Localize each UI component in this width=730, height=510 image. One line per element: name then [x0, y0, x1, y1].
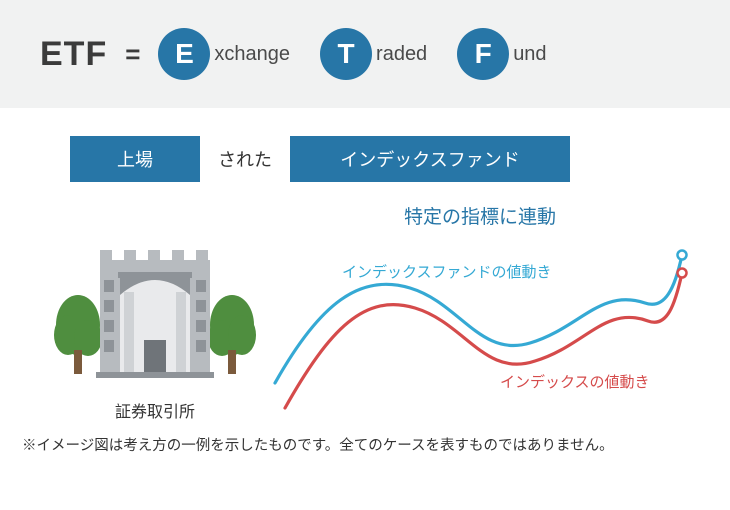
building-icon — [96, 250, 214, 378]
chart-column: 特定の指標に連動 インデックスファンドの値動き インデックスの値動き — [270, 202, 690, 422]
chart-wrap: インデックスファンドの値動き インデックスの値動き — [270, 233, 690, 413]
letter-circle-e: E — [158, 28, 210, 80]
suffix-exchange: xchange — [214, 43, 290, 66]
tree-right-icon — [208, 295, 256, 374]
acronym-exchange: E xchange — [158, 28, 290, 80]
exchange-label: 証券取引所 — [40, 398, 270, 422]
chart-title: 特定の指標に連動 — [270, 202, 690, 229]
index-line-label: インデックスの値動き — [500, 371, 650, 392]
exchange-column: 証券取引所 — [40, 202, 270, 422]
pill-listed: 上場 — [70, 136, 200, 182]
suffix-fund: und — [513, 43, 546, 66]
pill-index-fund: インデックスファンド — [290, 136, 570, 182]
stock-exchange-icon — [50, 220, 260, 390]
letter-circle-t: T — [320, 28, 372, 80]
fund-line-label: インデックスファンドの値動き — [342, 261, 552, 282]
band-between: された — [200, 146, 290, 172]
tree-left-icon — [54, 295, 102, 374]
header-acronym: ETF = E xchange T raded F und — [0, 0, 730, 108]
acronym-fund: F und — [457, 28, 546, 80]
disclaimer-text: ※イメージ図は考え方の一例を示したものです。全てのケースを表すものではありません… — [0, 422, 730, 455]
fund-end-marker — [678, 251, 687, 260]
suffix-traded: raded — [376, 43, 427, 66]
band-row: 上場 された インデックスファンド — [0, 108, 730, 192]
acronym-traded: T raded — [320, 28, 427, 80]
index-end-marker — [678, 269, 687, 278]
letter-circle-f: F — [457, 28, 509, 80]
equals-sign: = — [125, 39, 140, 70]
content-row: 証券取引所 特定の指標に連動 インデックスファンドの値動き インデックスの値動き — [0, 192, 730, 422]
etf-label: ETF — [40, 35, 107, 74]
